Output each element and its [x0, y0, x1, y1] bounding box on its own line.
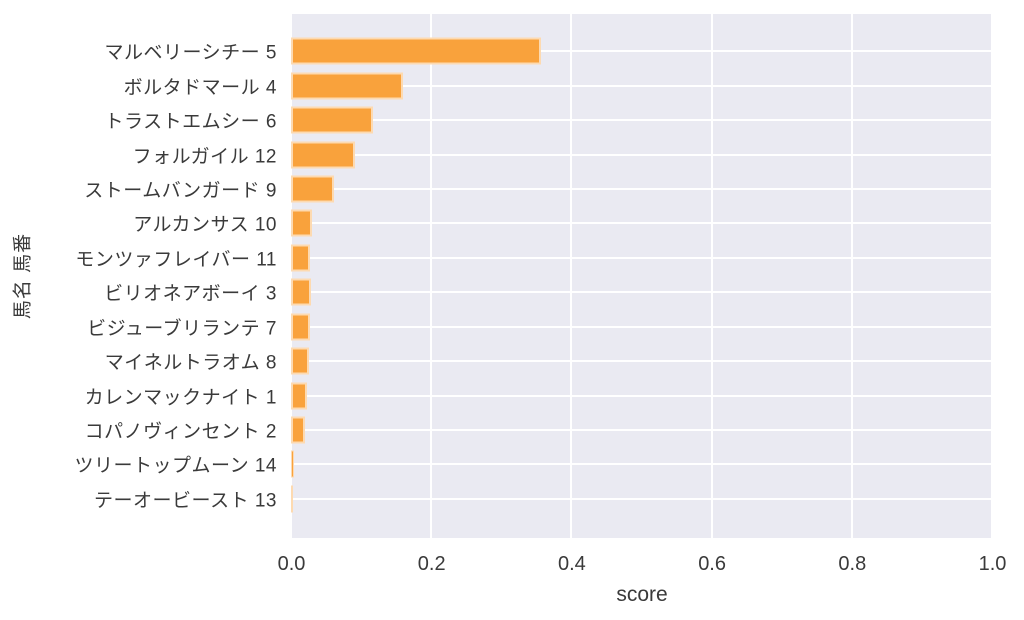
- gridline-horizontal: [291, 84, 993, 87]
- gridline-vertical: [430, 14, 433, 538]
- bar: [291, 347, 310, 375]
- bar: [291, 209, 313, 237]
- category-label: ビジューブリランテ 7: [87, 318, 277, 340]
- bar: [291, 416, 306, 444]
- bar: [291, 450, 294, 478]
- gridline-horizontal: [291, 428, 993, 431]
- bar: [291, 382, 308, 409]
- bar: [291, 278, 311, 306]
- gridline-horizontal: [291, 119, 993, 122]
- category-label: マルベリーシチー 5: [104, 42, 277, 64]
- y-axis-title: 馬名 馬番: [12, 232, 34, 320]
- x-tick-label: 0.6: [698, 553, 726, 575]
- gridline-vertical: [850, 14, 853, 538]
- bar: [291, 175, 334, 203]
- gridline-vertical: [991, 14, 993, 538]
- category-label: ビリオネアボーイ 3: [104, 283, 277, 305]
- category-label: アルカンサス 10: [133, 214, 277, 236]
- gridline-horizontal: [291, 153, 993, 156]
- category-label: テーオービースト 13: [94, 490, 277, 512]
- bar: [291, 72, 404, 100]
- gridline-horizontal: [291, 325, 993, 328]
- gridline-horizontal: [291, 256, 993, 259]
- bar: [291, 485, 293, 513]
- gridline-horizontal: [291, 360, 993, 363]
- x-tick-label: 0.4: [557, 553, 586, 575]
- bar: [291, 313, 310, 341]
- gridline-horizontal: [291, 187, 993, 190]
- x-axis-title: score: [616, 583, 668, 606]
- category-label: ボルタドマール 4: [123, 77, 277, 99]
- category-label: コパノヴィンセント 2: [84, 421, 277, 443]
- bar: [291, 37, 542, 65]
- gridline-horizontal: [291, 497, 993, 500]
- category-label: マイネルトラオム 8: [104, 352, 277, 374]
- category-label: ストームバンガード 9: [84, 180, 277, 202]
- x-tick-label: 1.0: [978, 553, 1007, 575]
- gridline-horizontal: [291, 50, 993, 53]
- gridline-vertical: [291, 14, 292, 538]
- category-label: モンツァフレイバー 11: [75, 249, 277, 271]
- category-label: カレンマックナイト 1: [84, 387, 277, 408]
- x-tick-label: 0.2: [417, 553, 446, 575]
- x-tick-label: 0.8: [838, 553, 867, 575]
- gridline-vertical: [710, 14, 713, 538]
- x-tick-label: 0.0: [277, 553, 306, 575]
- gridline-horizontal: [291, 463, 993, 466]
- gridline-horizontal: [291, 394, 993, 397]
- category-label: トラストエムシー 6: [104, 111, 277, 133]
- gridline-horizontal: [291, 222, 993, 225]
- gridline-horizontal: [291, 291, 993, 294]
- category-label: フォルガイル 12: [132, 146, 277, 167]
- plot-area: [291, 14, 993, 538]
- bar: [291, 106, 374, 134]
- category-label: ツリートップムーン 14: [74, 455, 277, 477]
- bar: [291, 141, 355, 168]
- gridline-vertical: [570, 14, 573, 538]
- bar: [291, 244, 310, 272]
